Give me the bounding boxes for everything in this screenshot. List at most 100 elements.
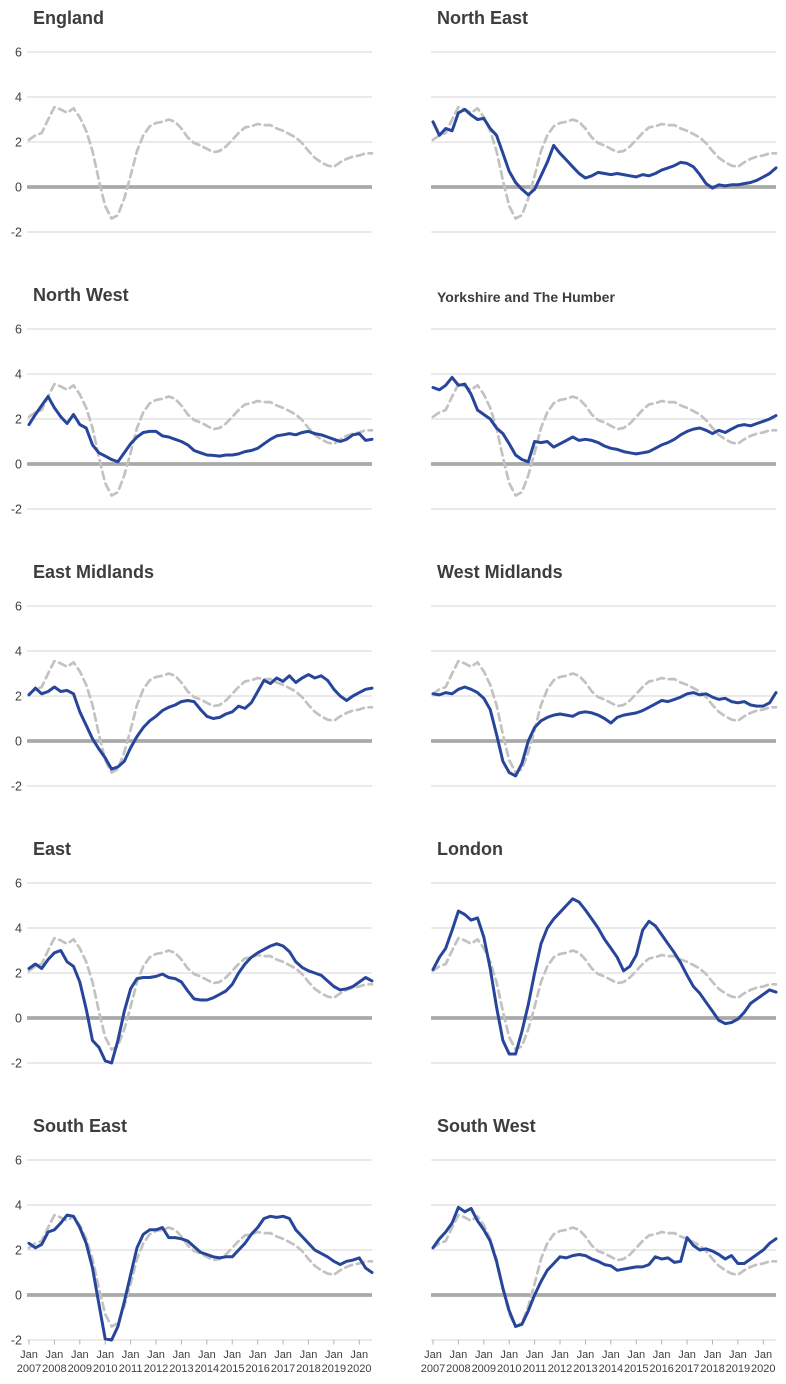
chart-title: East — [33, 839, 72, 859]
y-tick-label: 4 — [15, 645, 22, 659]
chart-title: Yorkshire and The Humber — [437, 289, 615, 305]
x-tick-year-label: 2010 — [93, 1363, 117, 1375]
x-tick-month-label: Jan — [526, 1349, 544, 1361]
x-tick-month-label: Jan — [173, 1349, 191, 1361]
y-tick-label: -2 — [11, 503, 22, 517]
y-tick-label: 4 — [15, 91, 22, 105]
y-tick-label: 6 — [15, 323, 22, 337]
x-tick-year-label: 2016 — [649, 1363, 673, 1375]
x-tick-month-label: Jan — [198, 1349, 216, 1361]
x-tick-month-label: Jan — [551, 1349, 569, 1361]
x-tick-year-label: 2012 — [144, 1363, 168, 1375]
chart-panel-south-west: South West Jan 2007 Jan 2008 Jan 2009 Jan 2010 J… — [393, 1108, 786, 1384]
x-tick-month-label: Jan — [704, 1349, 722, 1361]
x-tick-year-label: 2014 — [599, 1363, 623, 1375]
chart-plot: 6 4 2 0 -2 — [11, 877, 374, 1071]
x-tick-month-label: Jan — [678, 1349, 696, 1361]
chart-plot: Jan 2007 Jan 2008 Jan 2009 Jan 2010 Jan 2011 Jan 20… — [421, 1159, 778, 1375]
y-tick-label: -2 — [11, 1057, 22, 1071]
region-line — [27, 1213, 374, 1342]
y-tick-label: -2 — [11, 1334, 22, 1348]
x-tick-month-label: Jan — [350, 1349, 368, 1361]
chart-title: South West — [437, 1116, 536, 1136]
x-tick-month-label: Jan — [249, 1349, 267, 1361]
x-tick-year-label: 2010 — [497, 1363, 521, 1375]
chart-plot — [431, 51, 778, 233]
y-tick-label: 6 — [15, 46, 22, 60]
y-tick-label: 6 — [15, 600, 22, 614]
chart-title: England — [33, 8, 104, 28]
chart-panel-south-east: South East 6 4 2 0 -2 Jan 2007 Jan 2008 Jan 2009 Ja… — [0, 1108, 393, 1384]
england-reference-line — [431, 936, 778, 1051]
region-line — [27, 395, 374, 464]
region-line — [431, 375, 778, 464]
x-tick-year-label: 2020 — [751, 1363, 775, 1375]
x-tick-month-label: Jan — [96, 1349, 114, 1361]
chart-panel-west-midlands: West Midlands — [393, 554, 786, 831]
chart-panel-england: England 6 4 2 0 -2 — [0, 0, 393, 277]
chart-title: West Midlands — [437, 562, 563, 582]
y-tick-label: 4 — [15, 368, 22, 382]
chart-panel-yorkshire-and-the-humber: Yorkshire and The Humber — [393, 277, 786, 554]
england-reference-line — [27, 936, 374, 1051]
x-tick-month-label: Jan — [274, 1349, 292, 1361]
region-line — [431, 107, 778, 197]
chart-panel-london: London — [393, 831, 786, 1108]
chart-title: South East — [33, 1116, 128, 1136]
england-reference-line — [27, 659, 374, 774]
x-tick-month-label: Jan — [450, 1349, 468, 1361]
x-tick-year-label: 2020 — [347, 1363, 371, 1375]
x-tick-month-label: Jan — [475, 1349, 493, 1361]
y-tick-label: 2 — [15, 136, 22, 150]
x-tick-year-label: 2011 — [523, 1363, 547, 1375]
y-tick-label: 2 — [15, 413, 22, 427]
england-reference-line — [431, 659, 778, 774]
x-tick-year-label: 2014 — [195, 1363, 219, 1375]
y-tick-label: 2 — [15, 1244, 22, 1258]
x-tick-year-label: 2018 — [296, 1363, 320, 1375]
x-tick-month-label: Jan — [71, 1349, 89, 1361]
y-tick-label: 4 — [15, 1199, 22, 1213]
chart-plot: 6420-2Jan2007Jan2008Jan2009Jan2010Jan201… — [11, 1154, 374, 1375]
y-tick-label: 6 — [15, 877, 22, 891]
chart-plot — [431, 882, 778, 1064]
x-tick-year-label: 2009 — [68, 1363, 92, 1375]
x-tick-year-label: 2012 — [548, 1363, 572, 1375]
x-tick-year-label: 2011 — [119, 1363, 143, 1375]
y-tick-label: 4 — [15, 922, 22, 936]
chart-title: East Midlands — [33, 562, 155, 582]
x-tick-month-label: Jan — [500, 1349, 518, 1361]
chart-panel-east: East 6 4 2 0 -2 — [0, 831, 393, 1108]
x-tick-month-label: Jan — [424, 1349, 442, 1361]
x-tick-month-label: Jan — [653, 1349, 671, 1361]
y-tick-label: 6 — [15, 1154, 22, 1168]
x-tick-year-label: 2007 — [421, 1363, 445, 1375]
y-tick-label: -2 — [11, 226, 22, 240]
y-tick-label: 0 — [15, 1289, 22, 1303]
x-tick-year-label: 2016 — [245, 1363, 269, 1375]
chart-plot — [431, 605, 778, 787]
chart-title: North West — [33, 285, 129, 305]
x-tick-month-label: Jan — [46, 1349, 64, 1361]
x-tick-year-label: 2013 — [573, 1363, 597, 1375]
england-reference-line — [431, 105, 778, 220]
region-line — [431, 685, 778, 778]
y-tick-label: 2 — [15, 690, 22, 704]
x-tick-month-label: Jan — [325, 1349, 343, 1361]
x-tick-year-label: 2019 — [322, 1363, 346, 1375]
x-tick-year-label: 2019 — [726, 1363, 750, 1375]
chart-panel-north-east: North East — [393, 0, 786, 277]
chart-plot: 6 4 2 0 -2 — [11, 600, 374, 794]
chart-panel-east-midlands: East Midlands 6 4 2 0 -2 — [0, 554, 393, 831]
x-tick-month-label: Jan — [122, 1349, 140, 1361]
region-line — [431, 1205, 778, 1328]
x-tick-month-label: Jan — [300, 1349, 318, 1361]
x-tick-month-label: Jan — [147, 1349, 165, 1361]
x-tick-month-label: Jan — [729, 1349, 747, 1361]
chart-plot: 6 4 2 0 -2 — [11, 323, 374, 517]
chart-plot: 6 4 2 0 -2 — [11, 46, 374, 240]
x-tick-month-label: Jan — [223, 1349, 241, 1361]
x-tick-month-label: Jan — [627, 1349, 645, 1361]
x-tick-year-label: 2008 — [42, 1363, 66, 1375]
